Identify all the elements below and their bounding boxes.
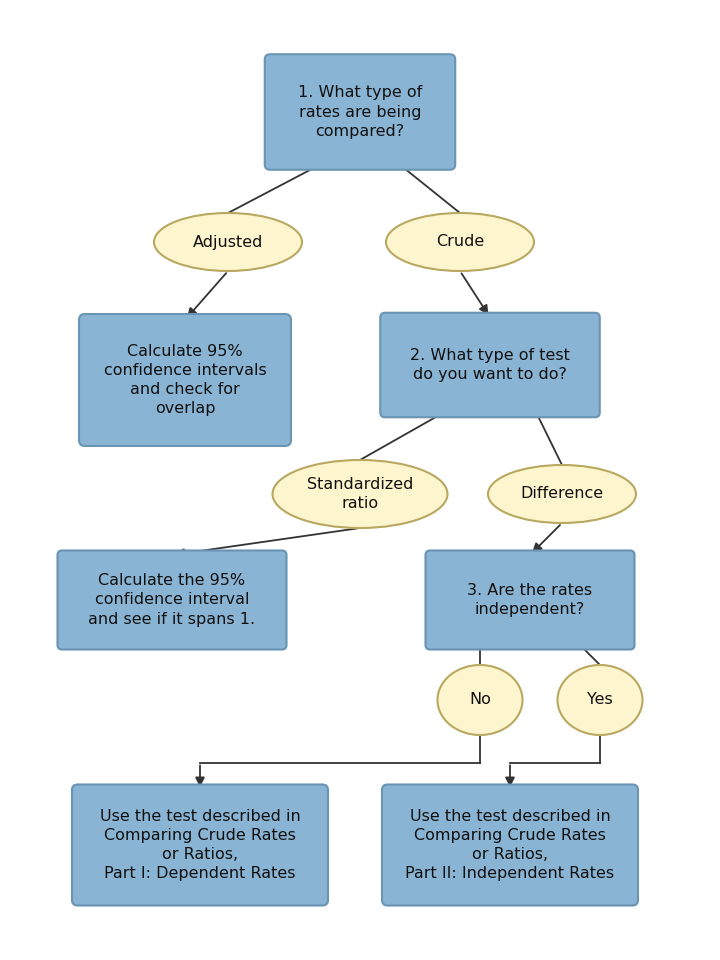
FancyBboxPatch shape	[382, 784, 638, 905]
Text: Calculate the 95%
confidence interval
and see if it spans 1.: Calculate the 95% confidence interval an…	[89, 573, 256, 627]
Text: Use the test described in
Comparing Crude Rates
or Ratios,
Part I: Dependent Rat: Use the test described in Comparing Crud…	[99, 808, 300, 881]
Text: Yes: Yes	[587, 692, 613, 708]
Text: Use the test described in
Comparing Crude Rates
or Ratios,
Part II: Independent : Use the test described in Comparing Crud…	[405, 808, 615, 881]
Ellipse shape	[272, 460, 448, 528]
FancyBboxPatch shape	[58, 550, 287, 650]
Text: Calculate 95%
confidence intervals
and check for
overlap: Calculate 95% confidence intervals and c…	[104, 344, 266, 417]
Text: No: No	[469, 692, 491, 708]
Text: Standardized
ratio: Standardized ratio	[307, 477, 413, 511]
Text: Crude: Crude	[436, 234, 484, 250]
Ellipse shape	[488, 465, 636, 523]
Text: Difference: Difference	[521, 487, 603, 501]
FancyBboxPatch shape	[265, 55, 455, 170]
Text: 1. What type of
rates are being
compared?: 1. What type of rates are being compared…	[298, 85, 422, 138]
FancyBboxPatch shape	[72, 784, 328, 905]
FancyBboxPatch shape	[79, 314, 291, 446]
FancyBboxPatch shape	[380, 313, 600, 418]
FancyBboxPatch shape	[426, 550, 634, 650]
Text: 2. What type of test
do you want to do?: 2. What type of test do you want to do?	[410, 348, 570, 382]
Text: Adjusted: Adjusted	[193, 234, 264, 250]
Ellipse shape	[386, 213, 534, 271]
Text: 3. Are the rates
independent?: 3. Are the rates independent?	[467, 583, 593, 617]
Ellipse shape	[557, 665, 642, 735]
Ellipse shape	[154, 213, 302, 271]
Ellipse shape	[438, 665, 523, 735]
